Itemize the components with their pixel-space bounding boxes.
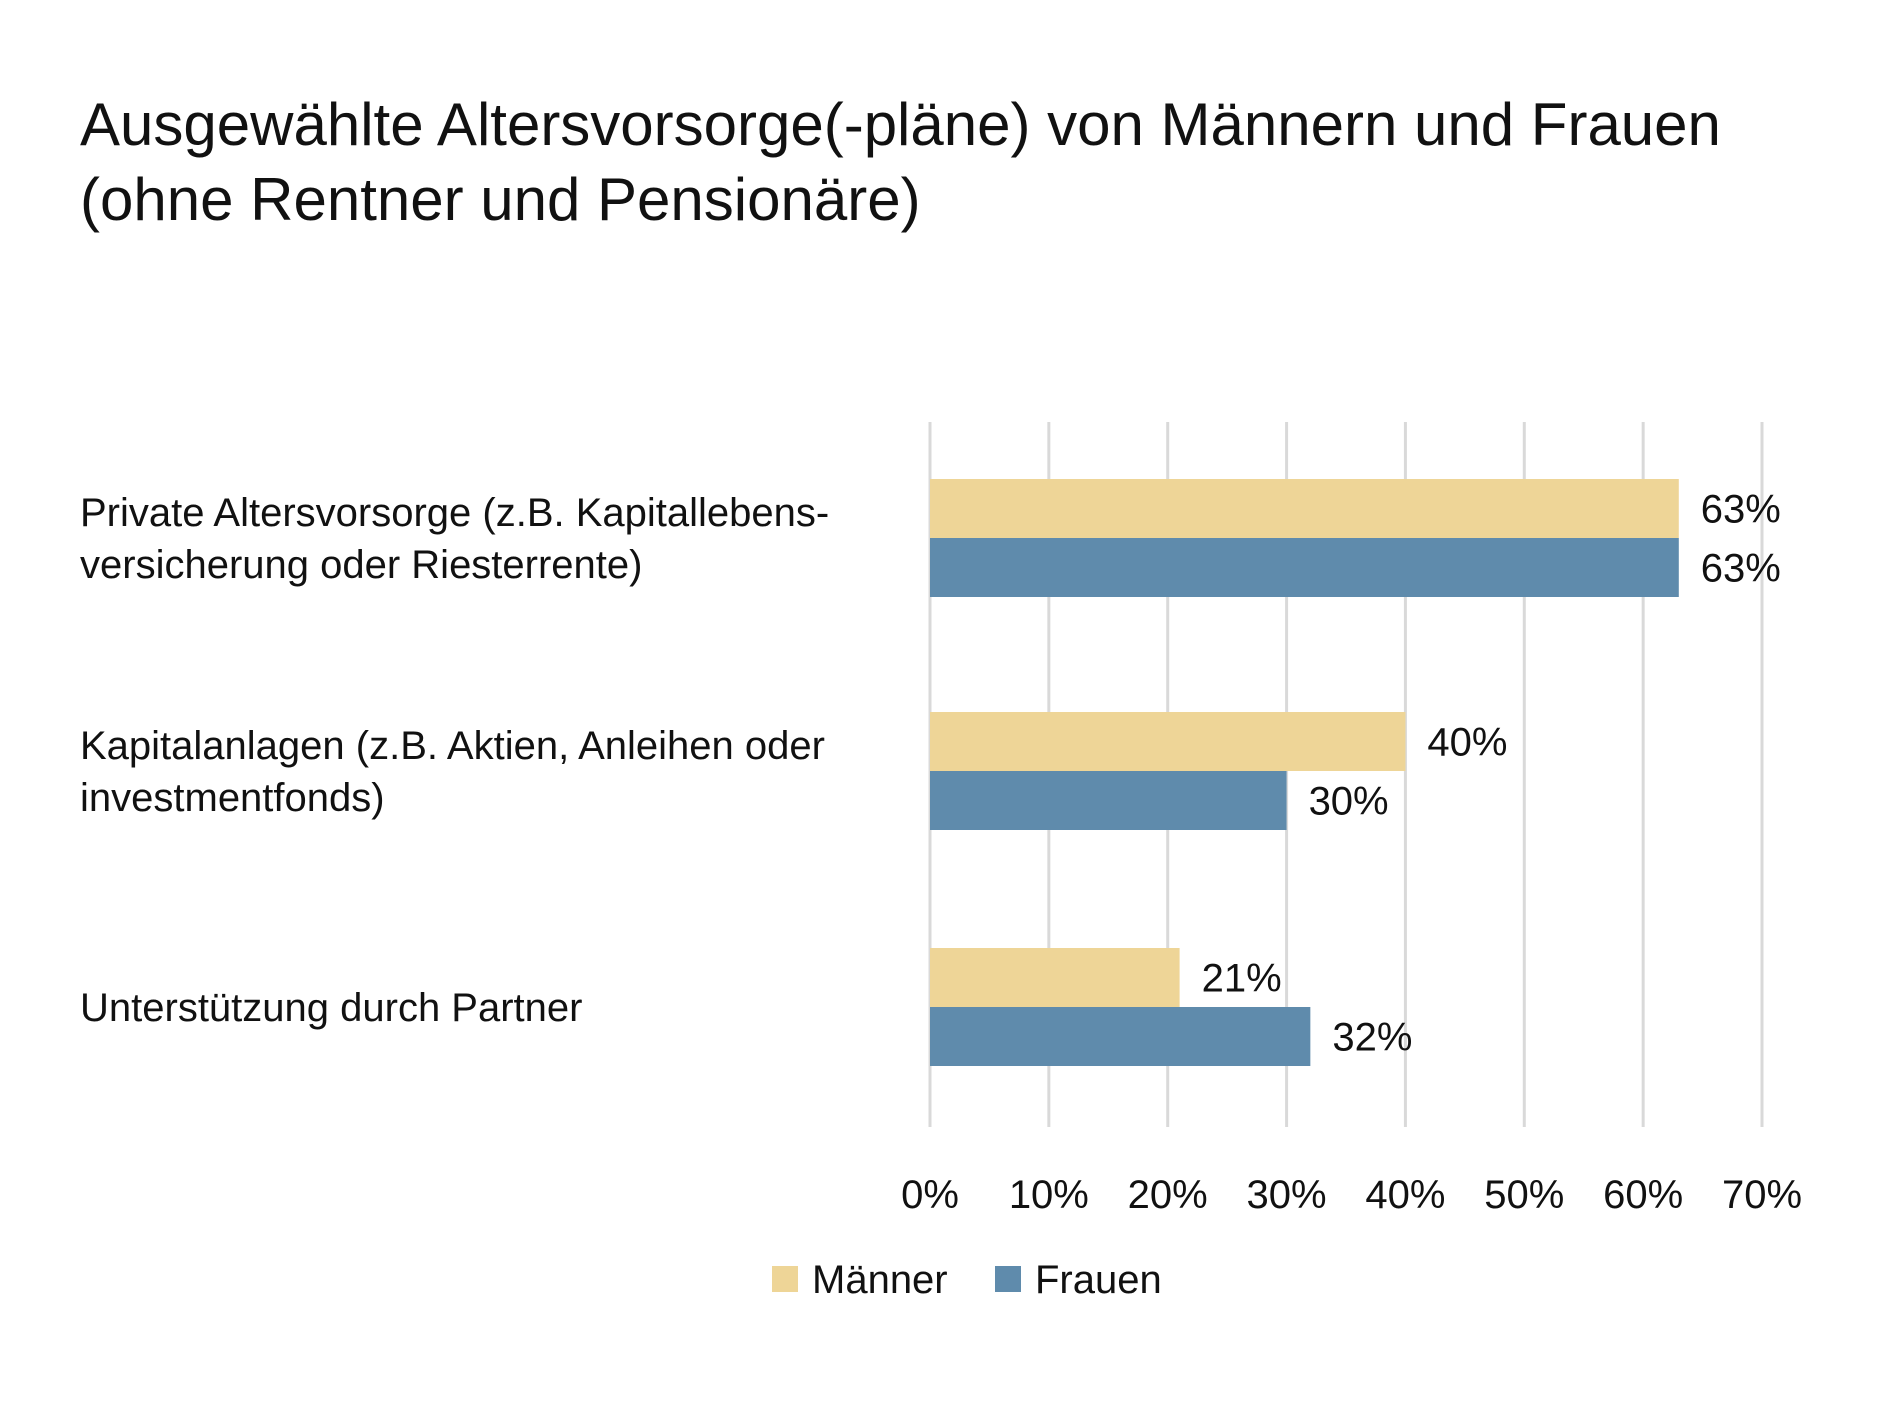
x-tick-label: 40% — [1365, 1173, 1445, 1217]
x-tick-label: 10% — [1009, 1173, 1089, 1217]
legend-swatch-männer — [772, 1266, 798, 1292]
data-label: 30% — [1309, 780, 1389, 824]
category-label: Private Altersvorsorge (z.B. Kapitallebe… — [80, 491, 829, 535]
category-labels: Private Altersvorsorge (z.B. Kapitallebe… — [80, 491, 829, 1030]
category-label: versicherung oder Riesterrente) — [80, 543, 642, 587]
legend: Männer Frauen — [772, 1258, 1162, 1302]
bar-männer — [930, 948, 1180, 1007]
legend-label: Männer — [812, 1258, 948, 1302]
data-labels: 63% 63% 40% 30% 21% 32% — [1202, 488, 1781, 1060]
category-label: Unterstützung durch Partner — [80, 986, 582, 1030]
x-axis-ticks: 0% 10% 20% 30% 40% 50% 60% 70% — [901, 1173, 1802, 1217]
bar-frauen — [930, 771, 1287, 830]
bar-männer — [930, 479, 1679, 538]
legend-swatch-frauen — [995, 1266, 1021, 1292]
x-tick-label: 70% — [1722, 1173, 1802, 1217]
category-label: Kapitalanlagen (z.B. Aktien, Anleihen od… — [80, 724, 825, 768]
bar-frauen — [930, 538, 1679, 597]
chart-title-line: (ohne Rentner und Pensionäre) — [80, 166, 921, 233]
x-tick-label: 50% — [1484, 1173, 1564, 1217]
data-label: 63% — [1701, 488, 1781, 532]
bar-männer — [930, 712, 1406, 771]
category-label: investmentfonds) — [80, 776, 385, 820]
x-tick-label: 30% — [1247, 1173, 1327, 1217]
data-label: 63% — [1701, 547, 1781, 591]
data-label: 32% — [1332, 1016, 1412, 1060]
x-tick-label: 0% — [901, 1173, 959, 1217]
bars — [930, 479, 1679, 1066]
legend-label: Frauen — [1035, 1258, 1162, 1302]
data-label: 40% — [1427, 721, 1507, 765]
chart-title: Ausgewählte Altersvorsorge(-pläne) von M… — [80, 91, 1721, 233]
bar-frauen — [930, 1007, 1311, 1066]
chart-title-line: Ausgewählte Altersvorsorge(-pläne) von M… — [80, 91, 1721, 158]
x-tick-label: 60% — [1603, 1173, 1683, 1217]
x-tick-label: 20% — [1128, 1173, 1208, 1217]
data-label: 21% — [1202, 957, 1282, 1001]
